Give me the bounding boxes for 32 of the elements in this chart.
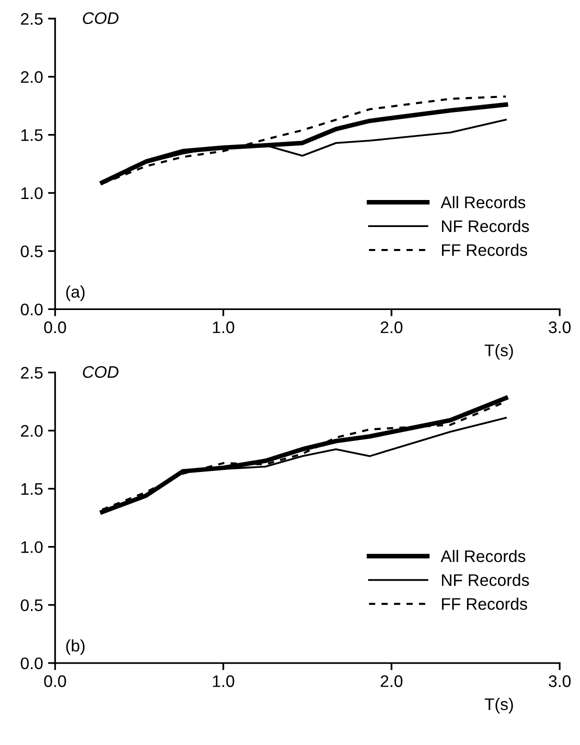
legend-label: NF Records	[442, 574, 529, 586]
legend-label: All Records	[440, 550, 526, 562]
annotation: (a)	[66, 285, 85, 302]
y-tick-label: 2.5	[20, 13, 43, 25]
y-tick-label: 2.5	[20, 366, 43, 379]
legend-label: NF Records	[442, 220, 529, 232]
x-tick-label: 0.0	[44, 321, 66, 334]
y-tick-label: 0.0	[20, 304, 43, 316]
y-tick-label: 1.5	[21, 483, 43, 495]
annotation: (b)	[66, 639, 85, 655]
x-tick-label: 2.0	[380, 675, 402, 688]
legend-label: All Records	[440, 196, 526, 208]
y-tick-label: 1.5	[21, 129, 43, 142]
x-axis-title: T(s)	[484, 344, 513, 360]
y-tick-label: 1.0	[21, 541, 43, 554]
x-tick-label: 3.0	[548, 321, 571, 334]
x-axis-title: T(s)	[484, 698, 513, 714]
y-tick-label: 1.0	[21, 187, 43, 200]
y-tick-label: 0.0	[20, 657, 43, 670]
x-tick-label: 2.0	[380, 321, 402, 334]
y-tick-label: 0.5	[20, 599, 43, 612]
y-axis-title: COD	[82, 12, 118, 24]
x-tick-label: 0.0	[44, 675, 66, 688]
x-tick-label: 3.0	[548, 675, 571, 688]
y-axis-title: COD	[82, 366, 118, 378]
y-tick-label: 0.5	[20, 245, 43, 258]
legend-label: FF Records	[442, 598, 528, 610]
x-tick-label: 1.0	[212, 321, 234, 334]
legend-label: FF Records	[442, 244, 528, 256]
y-tick-label: 2.0	[20, 71, 43, 83]
x-tick-label: 1.0	[212, 675, 234, 688]
y-tick-label: 2.0	[20, 425, 43, 437]
